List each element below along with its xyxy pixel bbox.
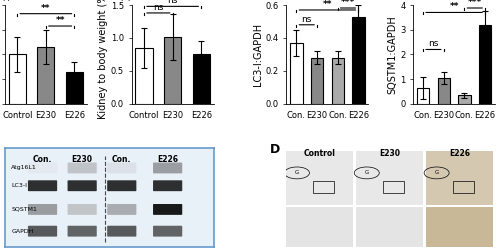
Y-axis label: SQSTM1:GAPDH: SQSTM1:GAPDH	[388, 15, 398, 94]
FancyBboxPatch shape	[107, 226, 136, 237]
Text: LC3-I: LC3-I	[12, 183, 28, 188]
Text: E230: E230	[72, 155, 92, 164]
FancyBboxPatch shape	[153, 180, 182, 191]
Text: E226: E226	[449, 149, 470, 158]
Text: D: D	[270, 143, 280, 156]
FancyBboxPatch shape	[153, 226, 182, 237]
Text: GAPDH: GAPDH	[12, 229, 34, 234]
FancyBboxPatch shape	[286, 207, 353, 247]
Bar	[352, 17, 364, 104]
Text: E226: E226	[157, 155, 178, 164]
Bar	[383, 181, 404, 193]
FancyBboxPatch shape	[68, 163, 96, 173]
Bar	[479, 25, 492, 104]
Text: **: **	[56, 16, 65, 25]
Text: C: C	[258, 0, 267, 3]
FancyBboxPatch shape	[28, 180, 57, 191]
FancyBboxPatch shape	[286, 151, 353, 205]
Bar	[417, 88, 430, 104]
FancyBboxPatch shape	[426, 151, 493, 205]
FancyBboxPatch shape	[107, 204, 136, 215]
Text: G: G	[364, 170, 369, 175]
FancyBboxPatch shape	[426, 207, 493, 247]
Bar	[164, 37, 181, 104]
Bar	[8, 54, 26, 104]
Bar	[458, 95, 470, 104]
Bar	[192, 54, 210, 104]
Text: Con.: Con.	[33, 155, 52, 164]
Text: E230: E230	[379, 149, 400, 158]
FancyBboxPatch shape	[153, 204, 182, 215]
Text: SQSTM1: SQSTM1	[12, 207, 37, 212]
Y-axis label: LC3-I:GAPDH: LC3-I:GAPDH	[253, 23, 263, 86]
Text: ns: ns	[153, 3, 164, 12]
Bar	[313, 181, 334, 193]
Bar	[453, 181, 473, 193]
Text: G: G	[295, 170, 299, 175]
FancyBboxPatch shape	[356, 151, 423, 205]
Text: **: **	[450, 3, 459, 11]
Bar	[332, 58, 344, 104]
FancyBboxPatch shape	[356, 207, 423, 247]
FancyBboxPatch shape	[68, 180, 96, 191]
Text: **: **	[322, 0, 332, 9]
Text: ns: ns	[428, 40, 438, 48]
Text: G: G	[434, 170, 438, 175]
Text: **: **	[41, 4, 50, 13]
Y-axis label: Kidney to body weight (%): Kidney to body weight (%)	[98, 0, 108, 119]
FancyBboxPatch shape	[28, 226, 57, 237]
Text: Con.: Con.	[112, 155, 132, 164]
Text: (i): (i)	[1, 0, 11, 2]
Text: Atg16L1: Atg16L1	[12, 166, 37, 170]
Bar	[136, 48, 152, 104]
FancyBboxPatch shape	[107, 180, 136, 191]
FancyBboxPatch shape	[68, 204, 96, 215]
FancyBboxPatch shape	[28, 163, 57, 173]
FancyBboxPatch shape	[68, 226, 96, 237]
FancyBboxPatch shape	[153, 163, 182, 173]
Bar	[66, 72, 83, 104]
Text: ns: ns	[168, 0, 178, 5]
Bar	[290, 43, 302, 104]
Bar	[311, 58, 323, 104]
Text: (ii): (ii)	[120, 0, 132, 2]
FancyBboxPatch shape	[28, 204, 57, 215]
Text: ***: ***	[468, 0, 482, 7]
Text: ***: ***	[341, 0, 355, 7]
Text: ns: ns	[302, 15, 312, 24]
Text: Control: Control	[304, 149, 336, 158]
Bar	[38, 47, 54, 104]
Bar	[438, 78, 450, 104]
FancyBboxPatch shape	[107, 163, 136, 173]
